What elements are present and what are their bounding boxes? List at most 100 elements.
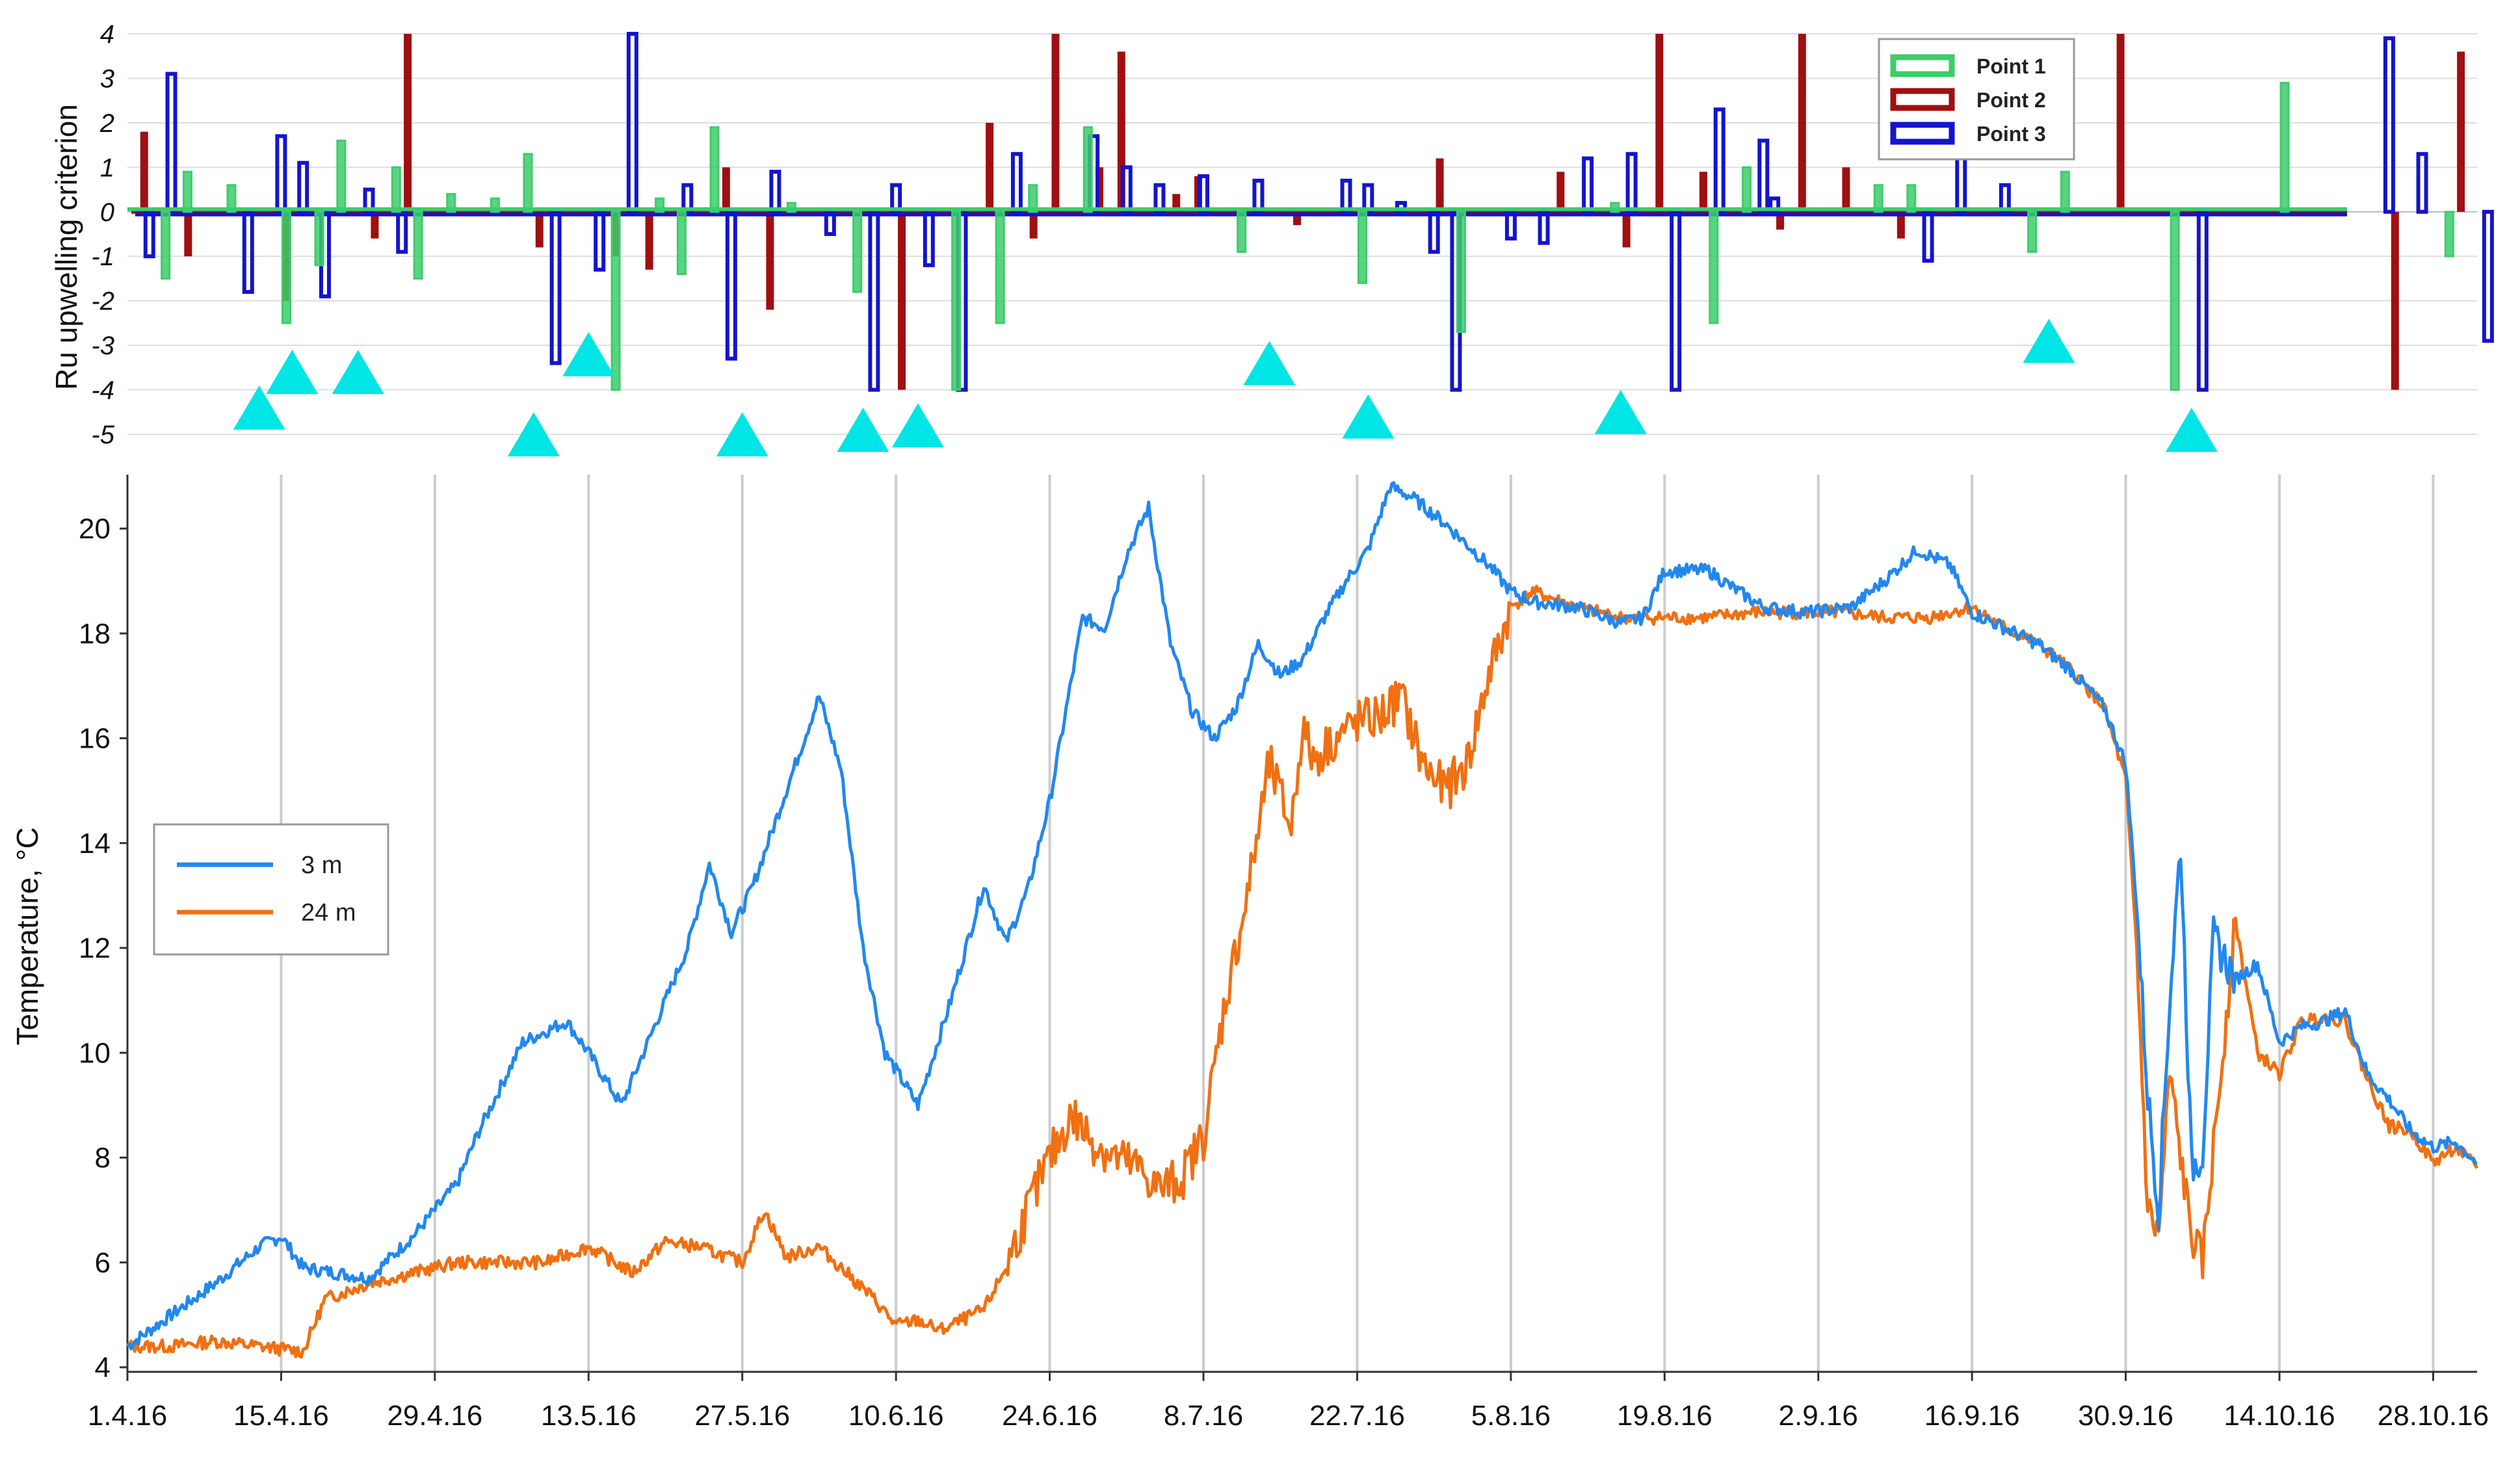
legend-label-3m: 3 m xyxy=(301,852,342,879)
x-tick-label: 10.6.16 xyxy=(848,1400,944,1432)
bar xyxy=(995,211,1005,324)
bar xyxy=(413,211,423,280)
bottom-y-axis-label: Temperature, °C xyxy=(10,827,44,1045)
x-tick-label: 8.7.16 xyxy=(1164,1400,1243,1432)
top-legend: Point 1 Point 2 Point 3 xyxy=(1878,38,2075,161)
top-y-tick-label: 4 xyxy=(100,20,114,49)
upwelling-marker-triangle xyxy=(332,350,384,395)
series-point-1 xyxy=(127,81,2454,391)
bar xyxy=(404,34,412,212)
bar xyxy=(1556,172,1565,212)
bar xyxy=(1029,211,1038,239)
bar xyxy=(1357,211,1367,284)
bar xyxy=(2383,36,2395,214)
bottom-x-tick-labels: 1.4.16 15.4.16 29.4.16 13.5.16 27.5.16 10.6.1… xyxy=(88,1400,2489,1432)
x-tick-label: 30.9.16 xyxy=(2078,1400,2173,1432)
bar xyxy=(184,211,192,257)
bar xyxy=(161,211,171,280)
upwelling-marker-triangle xyxy=(2023,319,2075,363)
legend-swatch-point-2 xyxy=(1890,88,1955,111)
bar xyxy=(391,166,401,213)
bar xyxy=(722,167,730,212)
bar xyxy=(1340,178,1352,214)
bar xyxy=(2196,209,2209,392)
x-tick-label: 22.7.16 xyxy=(1309,1400,1405,1432)
bar xyxy=(1798,34,1806,212)
x-tick-label: 28.10.16 xyxy=(2378,1400,2489,1432)
bar xyxy=(143,209,155,259)
top-y-tick-label: 2 xyxy=(99,109,114,138)
bar xyxy=(852,211,863,293)
legend-item-point-1: Point 1 xyxy=(1890,54,2046,78)
top-y-tick-label: -2 xyxy=(91,287,114,316)
x-tick-label: 13.5.16 xyxy=(541,1400,637,1432)
bar xyxy=(1538,209,1550,245)
x-tick-label: 5.8.16 xyxy=(1471,1400,1551,1432)
bar xyxy=(2116,34,2125,212)
line-series-3m xyxy=(126,481,2478,1350)
legend-label-point-3: Point 3 xyxy=(1976,122,2046,146)
upwelling-marker-triangle xyxy=(1594,389,1647,434)
bar xyxy=(314,211,324,267)
bar xyxy=(898,211,906,390)
upwelling-marker-triangle xyxy=(716,412,768,456)
bar xyxy=(769,170,781,214)
x-tick-label: 2.9.16 xyxy=(1779,1400,1858,1432)
legend-item-3m: 3 m xyxy=(177,852,342,879)
top-y-axis-label: Ru upwelling criterion xyxy=(49,104,83,390)
bar xyxy=(396,209,408,254)
bar xyxy=(1362,183,1374,214)
bar xyxy=(681,183,694,214)
bar xyxy=(1083,126,1093,213)
bar xyxy=(1610,202,1620,213)
x-tick-label: 14.10.16 xyxy=(2224,1400,2335,1432)
top-y-tick-label: 0 xyxy=(100,198,114,227)
bar xyxy=(1622,211,1631,248)
x-tick-label: 1.4.16 xyxy=(88,1400,167,1432)
bar xyxy=(655,197,665,213)
upwelling-marker-triangle xyxy=(507,412,560,456)
bar xyxy=(1842,167,1850,212)
bar xyxy=(594,209,606,272)
temperature-lines xyxy=(126,481,2479,1359)
y-tick-label: 12 xyxy=(79,932,111,964)
legend-label-point-1: Point 1 xyxy=(1976,55,2046,78)
bar xyxy=(2170,211,2180,391)
bar xyxy=(523,153,533,213)
bar xyxy=(986,122,994,212)
x-tick-label: 24.6.16 xyxy=(1002,1400,1097,1432)
bar xyxy=(725,209,737,361)
bar xyxy=(1670,209,1682,392)
bar xyxy=(2416,151,2428,214)
temperature-panel: 4 6 8 10 12 14 16 18 20 1.4.16 15.4.16 29.4.16 13.5… xyxy=(10,475,2489,1432)
top-y-tick-label: -1 xyxy=(91,243,114,271)
bar xyxy=(1456,211,1466,334)
top-y-tick-label: 1 xyxy=(100,153,114,182)
y-tick-label: 4 xyxy=(95,1352,111,1384)
bar xyxy=(1436,158,1444,212)
y-tick-label: 8 xyxy=(95,1142,111,1174)
upwelling-marker-triangle xyxy=(233,385,285,430)
bar xyxy=(1768,196,1781,214)
upwelling-marker-triangle xyxy=(2165,408,2218,453)
bar xyxy=(1428,209,1440,254)
x-tick-label: 15.4.16 xyxy=(233,1400,329,1432)
bar xyxy=(1198,174,1210,214)
bar xyxy=(371,211,379,239)
bar xyxy=(1237,211,1247,253)
bar xyxy=(1699,172,1707,212)
legend-item-point-3: Point 3 xyxy=(1890,122,2046,146)
x-tick-label: 29.4.16 xyxy=(387,1400,482,1432)
upwelling-marker-triangle xyxy=(562,332,615,376)
upwelling-criterion-panel: 4 3 2 1 0 -1 -2 -3 -4 -5 Ru upwelling criterion P… xyxy=(49,20,2494,456)
y-tick-label: 14 xyxy=(79,828,111,860)
bar xyxy=(1757,138,1770,214)
legend-label-point-2: Point 2 xyxy=(1976,88,2046,112)
y-tick-label: 18 xyxy=(79,618,111,650)
bar xyxy=(1709,211,1719,324)
bar xyxy=(275,134,287,214)
bar xyxy=(1252,178,1265,214)
bar xyxy=(1742,166,1752,213)
bar xyxy=(2027,211,2038,253)
